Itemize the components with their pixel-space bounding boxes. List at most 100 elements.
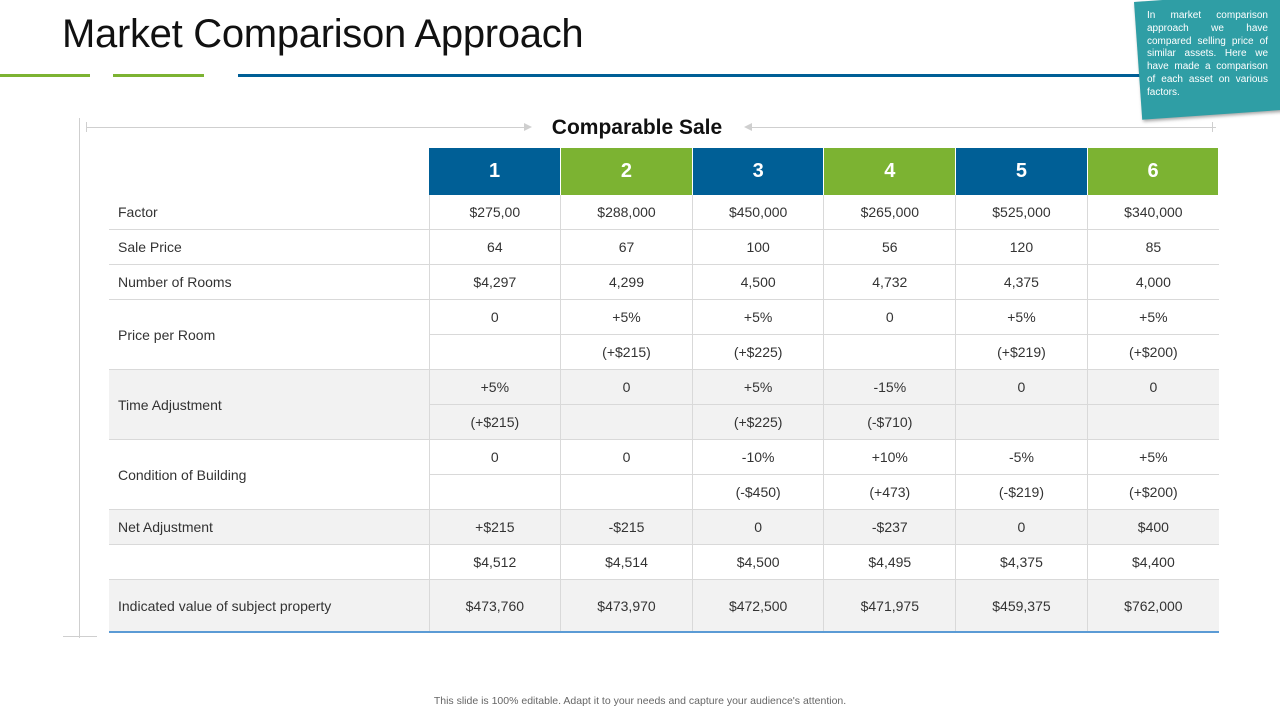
row-label: Factor bbox=[109, 195, 430, 230]
table-cell: 4,299 bbox=[560, 264, 693, 300]
row-label: Condition of Building bbox=[109, 439, 430, 510]
table-cell: $472,500 bbox=[692, 579, 825, 633]
column-header: 3 bbox=[692, 148, 825, 195]
table-cell: -15% bbox=[823, 369, 957, 405]
table-cell: (+473) bbox=[823, 474, 957, 510]
table-cell: $340,000 bbox=[1087, 195, 1219, 230]
accent-rule-green-1 bbox=[0, 74, 90, 77]
table-cell: -$237 bbox=[823, 509, 957, 545]
table-cell: $4,514 bbox=[560, 544, 693, 580]
table-cell bbox=[429, 334, 562, 370]
row-label: Sale Price bbox=[109, 229, 430, 265]
table-cell: $4,495 bbox=[823, 544, 957, 580]
table-cell: $400 bbox=[1087, 509, 1219, 545]
left-arrow-icon bbox=[744, 123, 1216, 131]
table-cell bbox=[429, 474, 562, 510]
row-label: Number of Rooms bbox=[109, 264, 430, 300]
table-cell: $4,375 bbox=[955, 544, 1088, 580]
table-cell: 0 bbox=[560, 369, 693, 405]
table-cell: +5% bbox=[560, 299, 693, 335]
table-row-indicated-value: Indicated value of subject property $473… bbox=[109, 579, 1219, 633]
column-header: 4 bbox=[823, 148, 957, 195]
accent-rule-blue bbox=[238, 74, 1280, 77]
table-cell: $471,975 bbox=[823, 579, 957, 633]
table-cell: 0 bbox=[955, 509, 1088, 545]
table-cell: $4,500 bbox=[692, 544, 825, 580]
table-cell: +$215 bbox=[429, 509, 562, 545]
comparable-sale-label: Comparable Sale bbox=[551, 116, 723, 139]
table-cell: $525,000 bbox=[955, 195, 1088, 230]
comparison-table: 1 2 3 4 5 6 Factor $275,00 $288,000 $450… bbox=[109, 148, 1220, 633]
table-cell: (-$710) bbox=[823, 404, 957, 440]
table-cell: +5% bbox=[1087, 439, 1219, 475]
table-cell: $4,512 bbox=[429, 544, 562, 580]
table-row-rooms: Number of Rooms $4,297 4,299 4,500 4,732… bbox=[109, 264, 1219, 300]
table-cell: 0 bbox=[429, 299, 562, 335]
table-cell: (+$215) bbox=[560, 334, 693, 370]
table-cell: 4,375 bbox=[955, 264, 1088, 300]
table-cell bbox=[560, 404, 693, 440]
table-row-sale-price: Sale Price 64 67 100 56 120 85 bbox=[109, 229, 1219, 265]
table-cell: 56 bbox=[823, 229, 957, 265]
bracket-right-tick bbox=[1212, 122, 1213, 132]
sticky-note-text: In market comparison approach we have co… bbox=[1147, 10, 1268, 98]
table-cell: 64 bbox=[429, 229, 562, 265]
table-cell bbox=[823, 334, 957, 370]
table-cell bbox=[560, 474, 693, 510]
table-cell: 0 bbox=[1087, 369, 1219, 405]
table-cell: $473,970 bbox=[560, 579, 693, 633]
right-arrow-icon bbox=[86, 123, 532, 131]
accent-rule-green-2 bbox=[113, 74, 204, 77]
table-cell: $459,375 bbox=[955, 579, 1088, 633]
table-cell: $762,000 bbox=[1087, 579, 1219, 633]
table-cell: $450,000 bbox=[692, 195, 825, 230]
table-cell: -$215 bbox=[560, 509, 693, 545]
table-cell: 0 bbox=[823, 299, 957, 335]
header-blank-cell bbox=[109, 148, 429, 195]
table-row-factor: Factor $275,00 $288,000 $450,000 $265,00… bbox=[109, 195, 1219, 230]
table-cell: 0 bbox=[429, 439, 562, 475]
table-cell: -5% bbox=[955, 439, 1088, 475]
table-row-price-per-room-b: (+$215) (+$225) (+$219) (+$200) bbox=[109, 334, 1219, 370]
column-header: 5 bbox=[955, 148, 1088, 195]
table-cell: +5% bbox=[955, 299, 1088, 335]
table-row-time-adjustment-b: (+$215) (+$225) (-$710) bbox=[109, 404, 1219, 440]
row-label bbox=[109, 544, 430, 580]
table-cell: $473,760 bbox=[429, 579, 562, 633]
table-row-adjusted: $4,512 $4,514 $4,500 $4,495 $4,375 $4,40… bbox=[109, 544, 1219, 580]
table-cell: -10% bbox=[692, 439, 825, 475]
table-cell: +5% bbox=[692, 369, 825, 405]
table-cell: (+$215) bbox=[429, 404, 562, 440]
table-row-time-adjustment-a: Time Adjustment +5% 0 +5% -15% 0 0 bbox=[109, 369, 1219, 440]
table-row-net-adjustment: Net Adjustment +$215 -$215 0 -$237 0 $40… bbox=[109, 509, 1219, 545]
bracket-vertical-line bbox=[79, 118, 80, 638]
table-cell: 0 bbox=[560, 439, 693, 475]
table-cell: +5% bbox=[429, 369, 562, 405]
row-label: Price per Room bbox=[109, 299, 430, 370]
table-cell: 85 bbox=[1087, 229, 1219, 265]
table-cell: 120 bbox=[955, 229, 1088, 265]
bracket-foot-line bbox=[63, 636, 97, 637]
table-row-price-per-room-a: Price per Room 0 +5% +5% 0 +5% +5% bbox=[109, 299, 1219, 370]
column-header: 1 bbox=[429, 148, 562, 195]
table-cell: 0 bbox=[955, 369, 1088, 405]
table-cell: $265,000 bbox=[823, 195, 957, 230]
table-cell: $275,00 bbox=[429, 195, 562, 230]
table-header-row: 1 2 3 4 5 6 bbox=[109, 148, 1220, 195]
table-cell: 67 bbox=[560, 229, 693, 265]
table-cell: (-$450) bbox=[692, 474, 825, 510]
column-header: 2 bbox=[560, 148, 693, 195]
table-row-condition-b: (-$450) (+473) (-$219) (+$200) bbox=[109, 474, 1219, 510]
row-label: Indicated value of subject property bbox=[109, 579, 430, 633]
table-cell: +5% bbox=[1087, 299, 1219, 335]
table-cell: (+$200) bbox=[1087, 474, 1219, 510]
table-cell: 100 bbox=[692, 229, 825, 265]
table-cell: 0 bbox=[692, 509, 825, 545]
table-cell: 4,500 bbox=[692, 264, 825, 300]
table-cell: +10% bbox=[823, 439, 957, 475]
footer-note: This slide is 100% editable. Adapt it to… bbox=[433, 695, 847, 707]
column-header: 6 bbox=[1087, 148, 1220, 195]
table-cell: (+$225) bbox=[692, 404, 825, 440]
row-label: Time Adjustment bbox=[109, 369, 430, 440]
table-cell: (-$219) bbox=[955, 474, 1088, 510]
